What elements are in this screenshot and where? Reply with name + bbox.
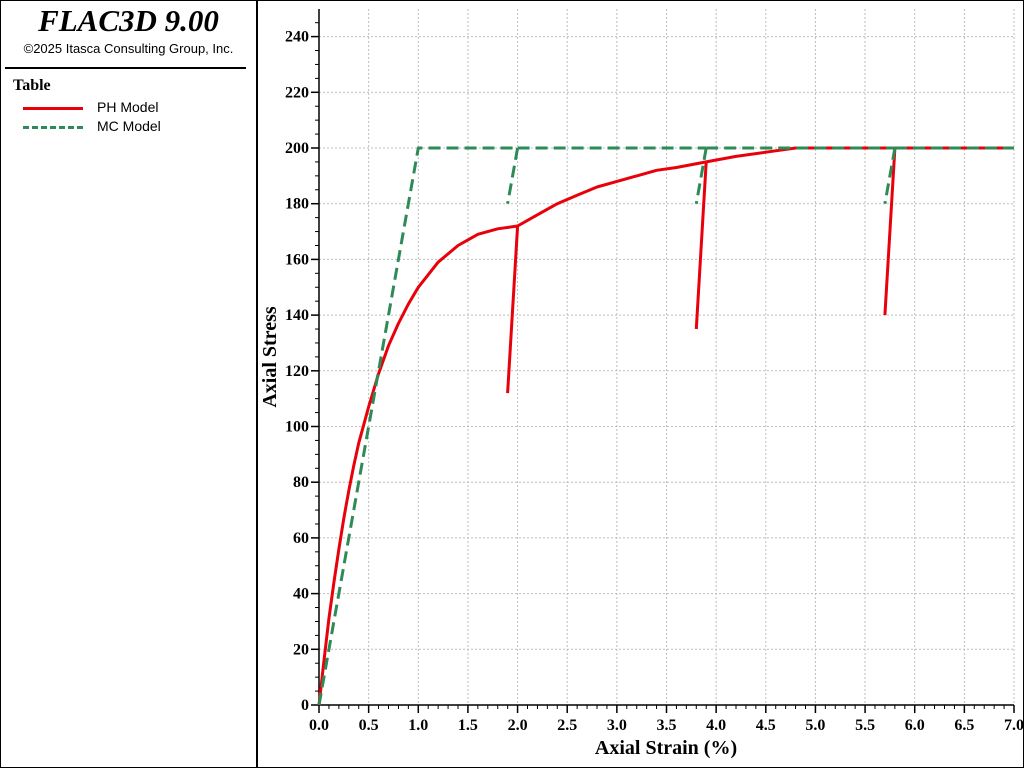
x-tick-label: 1.5	[458, 717, 478, 734]
x-tick-label: 3.5	[657, 717, 677, 734]
mc-model-segment-5	[883, 147, 897, 204]
title-divider	[5, 67, 246, 69]
series-layer	[317, 146, 1014, 706]
y-tick-label: 160	[285, 251, 309, 268]
stress-strain-chart: 0.0 0.5 1.0 1.5 2.0 2.5 3.0 3.5 4.0 4.5 5.0 5.5 6.0 6…	[259, 9, 1024, 759]
y-tick-label: 20	[293, 641, 309, 658]
y-tick-label: 240	[285, 29, 309, 46]
copyright-notice: ©2025 Itasca Consulting Group, Inc.	[23, 41, 234, 56]
y-tick-label: 200	[285, 140, 309, 157]
ph-model-segment-5	[883, 147, 897, 316]
x-tick-label: 0.5	[359, 717, 379, 734]
labels-layer: Axial Strain (%) Axial Stress	[259, 306, 737, 759]
legend-swatch-ph-model	[23, 107, 83, 110]
legend-label-mc-model: MC Model	[97, 118, 161, 134]
x-tick-label: 2.5	[557, 717, 577, 734]
ph-model-segment-0	[317, 224, 518, 706]
legend-swatch-mc-model	[23, 126, 83, 129]
x-tick-label: 7.0	[1004, 717, 1023, 734]
x-tick-label: 6.0	[905, 717, 925, 734]
legend-heading: Table	[13, 77, 51, 94]
mc-model-segment-1	[506, 147, 520, 204]
legend-label-ph-model: PH Model	[97, 99, 159, 115]
axes-layer: 0.0 0.5 1.0 1.5 2.0 2.5 3.0 3.5 4.0 4.5 5.0 5.5 6.0 6…	[285, 9, 1024, 734]
ph-model-segment-3	[694, 161, 708, 330]
app-title: FLAC3D 9.00	[38, 3, 219, 38]
mc-model-segment-0	[317, 146, 518, 706]
y-tick-label: 100	[285, 419, 309, 436]
mc-model-segment-3	[694, 147, 708, 204]
y-tick-label: 140	[285, 307, 309, 324]
legend-panel: FLAC3D 9.00 ©2025 Itasca Consulting Grou…	[1, 1, 258, 767]
legend-item-mc-model: MC Model	[21, 118, 251, 136]
y-tick-label: 60	[293, 530, 309, 547]
grid-layer	[319, 9, 1015, 705]
x-tick-label: 1.0	[408, 717, 428, 734]
y-tick-label: 0	[301, 697, 309, 714]
x-tick-label: 0.0	[309, 717, 329, 734]
x-tick-label: 5.5	[855, 717, 875, 734]
y-tick-label: 220	[285, 84, 309, 101]
plot-area: 0.0 0.5 1.0 1.5 2.0 2.5 3.0 3.5 4.0 4.5 5.0 5.5 6.0 6…	[258, 1, 1024, 767]
x-tick-label: 4.5	[756, 717, 776, 734]
y-tick-label: 40	[293, 586, 309, 603]
x-axis-title: Axial Strain (%)	[595, 737, 737, 759]
y-tick-label: 180	[285, 196, 309, 213]
ph-model-segment-4	[705, 146, 895, 164]
legend-item-ph-model: PH Model	[21, 99, 251, 117]
x-tick-label: 2.0	[508, 717, 528, 734]
ph-model-segment-1	[506, 225, 520, 394]
y-axis-title: Axial Stress	[259, 306, 281, 408]
x-tick-label: 5.0	[805, 717, 825, 734]
x-tick-label: 6.5	[954, 717, 974, 734]
ph-model-segment-2	[516, 160, 707, 228]
y-tick-label: 80	[293, 474, 309, 491]
x-tick-label: 3.0	[607, 717, 627, 734]
x-tick-label: 4.0	[706, 717, 726, 734]
y-tick-label: 120	[285, 363, 309, 380]
series-mc-model	[317, 146, 1014, 706]
